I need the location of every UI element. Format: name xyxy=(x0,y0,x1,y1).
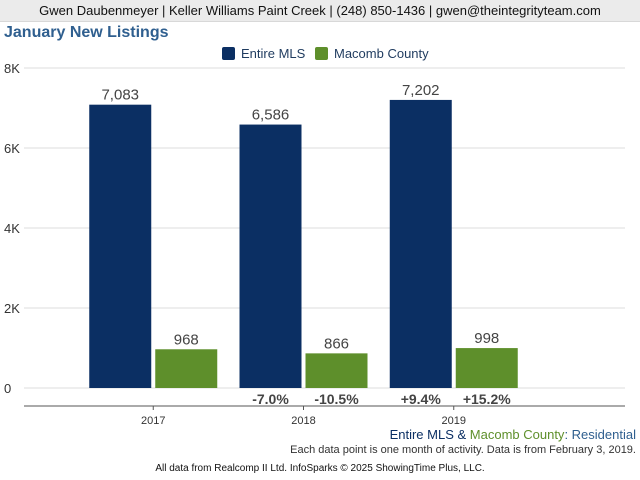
data-label: 998 xyxy=(474,330,499,347)
agent-header-bar: Gwen Daubenmeyer | Keller Williams Paint… xyxy=(0,0,640,22)
bar xyxy=(89,104,152,389)
legend-item-entire-mls[interactable]: Entire MLS xyxy=(222,44,305,62)
bar xyxy=(305,353,368,388)
data-label: 7,083 xyxy=(101,87,139,104)
percent-change-label: -7.0% xyxy=(252,391,289,407)
agent-contact-text: Gwen Daubenmeyer | Keller Williams Paint… xyxy=(39,3,601,18)
chart-title: January New Listings xyxy=(4,24,169,41)
data-label: 866 xyxy=(324,335,349,352)
data-label: 7,202 xyxy=(402,82,440,99)
bar xyxy=(155,349,218,388)
footer-macomb: Macomb County xyxy=(469,427,565,442)
bar xyxy=(239,124,302,388)
footer-series-line: Entire MLS & Macomb County: Residential xyxy=(390,427,636,442)
data-label: 6,586 xyxy=(252,107,290,124)
legend-swatch-macomb xyxy=(315,46,328,60)
legend-label-macomb: Macomb County xyxy=(334,45,429,61)
y-tick-label: 2K xyxy=(4,301,20,316)
x-tick-label: 2018 xyxy=(291,415,315,427)
footer-entire-mls: Entire MLS xyxy=(389,427,454,442)
legend-label-entire-mls: Entire MLS xyxy=(241,45,306,61)
x-tick-label: 2019 xyxy=(442,415,466,427)
y-tick-label: 4K xyxy=(4,221,20,236)
footer-property-type: Residential xyxy=(571,427,636,442)
legend-item-macomb[interactable]: Macomb County xyxy=(315,44,429,62)
footer-credits: All data from Realcomp II Ltd. InfoSpark… xyxy=(155,463,485,474)
footer-note: Each data point is one month of activity… xyxy=(290,444,636,456)
legend-swatch-entire-mls xyxy=(222,46,235,60)
x-tick-label: 2017 xyxy=(141,415,165,427)
bar xyxy=(389,99,452,389)
y-tick-label: 8K xyxy=(4,61,20,76)
percent-change-label: +15.2% xyxy=(463,391,511,407)
chart-legend: Entire MLS Macomb County xyxy=(0,44,640,62)
bar xyxy=(455,348,518,388)
footer-colon: : xyxy=(564,427,572,442)
footer-ampersand: & xyxy=(453,427,470,442)
y-tick-label: 6K xyxy=(4,141,20,156)
y-tick-label: 0 xyxy=(4,381,11,396)
data-label: 968 xyxy=(174,331,199,348)
percent-change-label: -10.5% xyxy=(314,391,359,407)
percent-change-label: +9.4% xyxy=(401,391,442,407)
